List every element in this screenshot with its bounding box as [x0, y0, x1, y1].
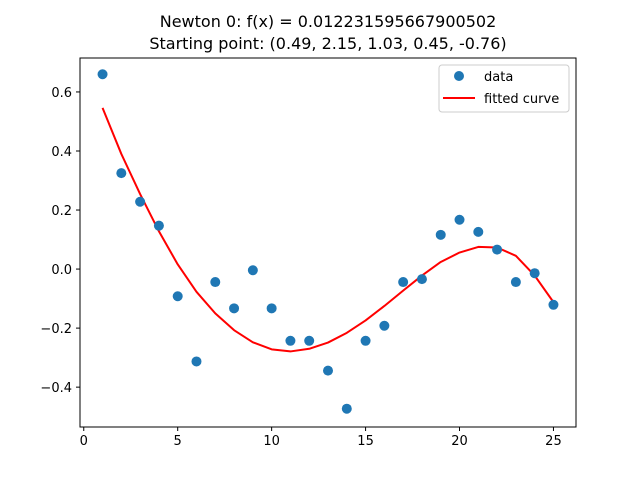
- data-point: [529, 268, 540, 279]
- data-point: [510, 277, 521, 288]
- fitted-curve-line: [101, 107, 555, 353]
- legend-curve-label: fitted curve: [484, 92, 559, 107]
- y-tick-label: −0.2: [40, 322, 72, 337]
- plot-frame: [79, 57, 577, 428]
- y-axis: −0.4 −0.2 0.0 0.2 0.4 0.6: [40, 86, 80, 396]
- legend-box: [438, 64, 570, 113]
- data-point: [210, 277, 221, 288]
- x-tick-label: 10: [263, 434, 280, 449]
- data-point: [398, 277, 409, 288]
- data-point: [454, 214, 465, 225]
- data-point: [135, 196, 146, 207]
- data-point: [116, 168, 127, 179]
- data-point: [304, 335, 315, 346]
- data-point: [548, 299, 559, 310]
- data-point: [229, 303, 240, 314]
- data-point: [172, 291, 183, 302]
- legend: data fitted curve: [438, 64, 570, 113]
- x-axis: 0 5 10 15 20 25: [80, 427, 562, 449]
- data-point: [416, 274, 427, 285]
- plot-area: [97, 69, 559, 414]
- data-point: [285, 335, 296, 346]
- y-tick-label: −0.4: [40, 381, 72, 396]
- data-point: [360, 335, 371, 346]
- data-point: [247, 265, 258, 276]
- x-tick-label: 25: [545, 434, 562, 449]
- data-point: [379, 320, 390, 331]
- x-tick-label: 5: [174, 434, 182, 449]
- chart-title-line-2: Starting point: (0.49, 2.15, 1.03, 0.45,…: [149, 34, 506, 53]
- legend-data-label: data: [484, 70, 513, 85]
- data-point: [492, 244, 503, 255]
- y-tick-label: 0.0: [51, 263, 72, 278]
- data-point: [97, 69, 108, 80]
- y-tick-label: 0.2: [51, 204, 72, 219]
- x-tick-label: 0: [80, 434, 88, 449]
- x-tick-label: 20: [451, 434, 468, 449]
- data-point: [323, 365, 333, 376]
- data-point: [153, 220, 164, 231]
- data-point: [191, 356, 202, 367]
- chart-title-line-1: Newton 0: f(x) = 0.012231595667900502: [160, 12, 497, 31]
- data-point: [473, 226, 484, 237]
- y-tick-label: 0.6: [51, 86, 72, 101]
- data-point: [266, 303, 277, 314]
- data-point: [341, 403, 352, 414]
- legend-data-marker: [454, 71, 464, 81]
- data-point: [435, 229, 446, 240]
- y-tick-label: 0.4: [51, 145, 72, 160]
- x-tick-label: 15: [357, 434, 374, 449]
